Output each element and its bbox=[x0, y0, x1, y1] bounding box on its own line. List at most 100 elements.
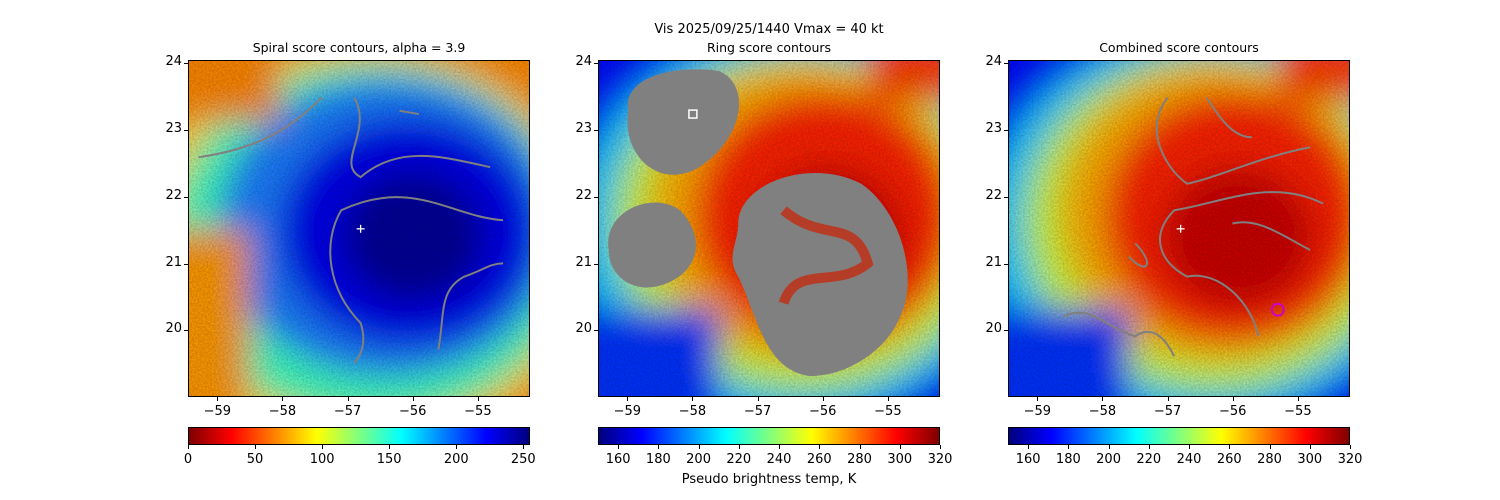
x-tick-mark bbox=[282, 397, 284, 401]
contour-line bbox=[1155, 96, 1311, 185]
colorbar-tick-mark bbox=[389, 445, 391, 449]
contour-line bbox=[350, 96, 491, 179]
x-tick-mark bbox=[822, 397, 824, 401]
colorbar-tick-label: 160 bbox=[1015, 452, 1041, 467]
y-tick-label: 20 bbox=[985, 321, 1002, 337]
colorbar-tick-label: 280 bbox=[1257, 452, 1282, 467]
y-tick-label: 23 bbox=[575, 121, 592, 137]
heatmap-plot bbox=[1009, 61, 1349, 396]
colorbar-tick-mark bbox=[738, 445, 740, 449]
colorbar-tick-mark bbox=[1309, 445, 1311, 449]
x-tick-label: −55 bbox=[464, 404, 492, 419]
x-tick-label: −57 bbox=[333, 404, 362, 419]
x-tick-label: −57 bbox=[743, 404, 772, 419]
y-tick-label: 24 bbox=[165, 54, 182, 70]
colorbar-tick-mark bbox=[1068, 445, 1070, 449]
y-tick-mark bbox=[594, 196, 598, 198]
x-tick-mark bbox=[757, 397, 759, 401]
center-plus-marker bbox=[356, 224, 365, 233]
y-tick-label: 22 bbox=[575, 187, 592, 203]
y-tick-label: 22 bbox=[165, 187, 182, 203]
y-tick-mark bbox=[184, 130, 188, 132]
colorbar-tick-mark bbox=[1189, 445, 1191, 449]
colorbar-tick-label: 180 bbox=[645, 452, 671, 467]
y-tick-mark bbox=[1004, 63, 1008, 65]
contour-line bbox=[1063, 311, 1176, 357]
center-square-marker bbox=[688, 109, 698, 119]
figure-suptitle: Vis 2025/09/25/1440 Vmax = 40 kt bbox=[654, 22, 884, 37]
x-tick-label: −59 bbox=[613, 404, 642, 419]
colorbar-tick-label: 300 bbox=[1297, 452, 1323, 467]
colorbar-tick-mark bbox=[859, 445, 861, 449]
y-tick-mark bbox=[1004, 263, 1008, 265]
contour-line bbox=[437, 262, 504, 350]
y-tick-label: 21 bbox=[985, 254, 1002, 270]
colorbar-tick-label: 250 bbox=[510, 452, 536, 467]
heatmap-plot bbox=[599, 61, 939, 396]
colorbar-tick-label: 260 bbox=[806, 452, 832, 467]
contour-line bbox=[399, 109, 420, 116]
colorbar bbox=[1008, 427, 1350, 445]
ring-score-region bbox=[608, 202, 696, 288]
y-tick-mark bbox=[594, 263, 598, 265]
x-tick-label: −56 bbox=[1219, 404, 1247, 419]
center-plus-marker bbox=[1176, 224, 1185, 233]
x-tick-mark bbox=[1232, 397, 1234, 401]
colorbar-tick-label: 320 bbox=[927, 452, 953, 467]
panel-title: Combined score contours bbox=[1099, 40, 1259, 55]
colorbar-tick-mark bbox=[618, 445, 620, 449]
colorbar-tick-mark bbox=[456, 445, 458, 449]
x-tick-label: −57 bbox=[1153, 404, 1182, 419]
y-tick-mark bbox=[594, 130, 598, 132]
x-tick-mark bbox=[217, 397, 219, 401]
contour-line bbox=[329, 196, 504, 364]
colorbar-tick-mark bbox=[1108, 445, 1110, 449]
colorbar-tick-label: 50 bbox=[246, 452, 264, 467]
y-tick-label: 20 bbox=[165, 321, 182, 337]
panel-title: Spiral score contours, alpha = 3.9 bbox=[252, 40, 466, 55]
x-tick-label: −56 bbox=[399, 404, 427, 419]
y-tick-label: 21 bbox=[575, 254, 592, 270]
contour-line bbox=[198, 96, 323, 159]
best-center-circle-marker bbox=[1270, 302, 1285, 317]
colorbar-tick-label: 260 bbox=[1216, 452, 1242, 467]
contour-line bbox=[1232, 221, 1311, 251]
x-tick-mark bbox=[347, 397, 349, 401]
colorbar bbox=[188, 427, 530, 445]
x-tick-label: −58 bbox=[268, 404, 297, 419]
x-tick-mark bbox=[477, 397, 479, 401]
colorbar-tick-mark bbox=[322, 445, 324, 449]
x-tick-mark bbox=[1167, 397, 1169, 401]
contour-line bbox=[1159, 191, 1324, 337]
colorbar-tick-mark bbox=[1229, 445, 1231, 449]
colorbar-tick-label: 240 bbox=[766, 452, 792, 467]
x-tick-mark bbox=[1037, 397, 1039, 401]
colorbar-tick-label: 160 bbox=[605, 452, 631, 467]
colorbar-tick-label: 200 bbox=[1096, 452, 1121, 467]
y-tick-label: 21 bbox=[165, 254, 182, 270]
heatmap-panel bbox=[598, 60, 940, 397]
colorbar-tick-mark bbox=[255, 445, 257, 449]
x-tick-mark bbox=[627, 397, 629, 401]
y-tick-label: 24 bbox=[985, 54, 1002, 70]
x-tick-mark bbox=[692, 397, 694, 401]
y-tick-mark bbox=[594, 330, 598, 332]
x-tick-label: −58 bbox=[1088, 404, 1117, 419]
colorbar-tick-mark bbox=[779, 445, 781, 449]
x-tick-label: −58 bbox=[678, 404, 707, 419]
colorbar-tick-mark bbox=[1350, 445, 1351, 449]
contour-line bbox=[1128, 242, 1148, 268]
y-tick-label: 24 bbox=[575, 54, 592, 70]
heatmap-panel bbox=[1008, 60, 1350, 397]
colorbar-tick-mark bbox=[658, 445, 660, 449]
colorbar-tick-label: 300 bbox=[887, 452, 913, 467]
y-tick-mark bbox=[1004, 130, 1008, 132]
x-tick-label: −59 bbox=[1023, 404, 1052, 419]
colorbar-tick-mark bbox=[819, 445, 821, 449]
x-tick-mark bbox=[887, 397, 889, 401]
y-tick-mark bbox=[1004, 196, 1008, 198]
colorbar-tick-label: 200 bbox=[443, 452, 469, 467]
y-tick-mark bbox=[184, 330, 188, 332]
x-tick-label: −56 bbox=[809, 404, 837, 419]
colorbar-tick-mark bbox=[523, 445, 525, 449]
